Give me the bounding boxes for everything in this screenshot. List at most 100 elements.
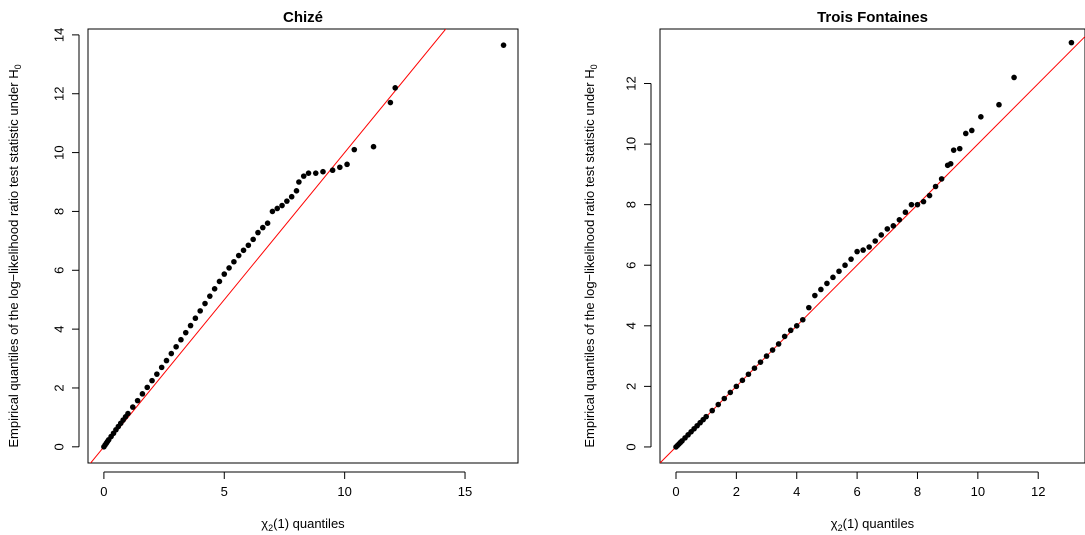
- data-point: [226, 265, 232, 271]
- x-tick-label: 10: [337, 484, 351, 499]
- data-point: [216, 278, 223, 285]
- y-tick-label: 2: [623, 383, 638, 390]
- data-point: [996, 101, 1002, 108]
- data-point: [709, 407, 716, 414]
- data-point: [854, 248, 860, 255]
- data-point: [787, 327, 794, 334]
- x-axis-label-subscript: 2: [838, 523, 843, 533]
- y-tick-label: 4: [51, 326, 66, 333]
- data-point: [192, 315, 199, 322]
- y-tick-label: 12: [51, 86, 66, 100]
- data-point: [168, 350, 175, 357]
- x-tick-label: 8: [914, 484, 921, 499]
- data-point: [370, 143, 377, 150]
- y-tick-label: 14: [51, 28, 66, 42]
- data-point: [872, 238, 879, 244]
- plot-frame: [659, 28, 1085, 464]
- x-tick-label: 0: [672, 484, 679, 499]
- x-tick-label: 12: [1031, 484, 1045, 499]
- y-axis-label: Empirical quantiles of the log−likelihoo…: [6, 64, 23, 447]
- data-point: [344, 161, 350, 168]
- data-point: [392, 85, 399, 91]
- y-tick-label: 0: [623, 443, 638, 450]
- x-tick-label: 5: [221, 484, 228, 499]
- data-point: [896, 217, 903, 223]
- data-point: [293, 188, 300, 194]
- data-point: [129, 404, 136, 410]
- data-point: [812, 292, 818, 299]
- data-point: [1011, 74, 1017, 81]
- data-point: [947, 160, 954, 167]
- x-tick-label: 2: [733, 484, 740, 499]
- x-tick-label: 6: [853, 484, 860, 499]
- data-point: [221, 271, 228, 277]
- data-point: [154, 371, 160, 377]
- data-point: [296, 179, 302, 185]
- x-axis-label: χ2(1) quantiles: [831, 516, 915, 533]
- data-point: [733, 383, 740, 390]
- data-point: [878, 232, 885, 238]
- data-point: [727, 389, 734, 396]
- data-point: [739, 377, 746, 384]
- reference-line: [90, 29, 447, 463]
- data-point: [781, 333, 788, 340]
- data-point: [250, 236, 256, 243]
- data-point: [149, 377, 155, 384]
- data-point: [956, 145, 963, 152]
- data-point: [329, 167, 336, 174]
- data-point: [288, 193, 295, 200]
- data-point: [240, 247, 247, 254]
- data-point: [231, 258, 237, 265]
- data-point: [202, 300, 208, 307]
- data-point: [144, 384, 151, 391]
- data-point: [715, 401, 722, 408]
- data-point: [259, 224, 266, 231]
- data-point: [500, 42, 507, 48]
- plot-frame: [87, 28, 519, 464]
- chart-title: Trois Fontaines: [817, 9, 928, 26]
- data-point: [902, 209, 909, 216]
- data-point: [860, 247, 866, 253]
- data-point: [139, 391, 146, 397]
- data-point: [274, 205, 281, 212]
- data-point: [769, 347, 776, 353]
- data-point: [950, 147, 957, 153]
- y-tick-label: 6: [623, 262, 638, 269]
- data-point: [245, 242, 252, 249]
- data-point: [284, 198, 290, 204]
- y-tick-label: 12: [623, 76, 638, 90]
- data-point: [969, 127, 975, 134]
- x-axis-label: χ2(1) quantiles: [261, 516, 345, 533]
- data-point: [938, 176, 945, 182]
- data-point: [932, 183, 939, 190]
- data-point: [818, 286, 824, 293]
- data-point: [751, 365, 758, 372]
- data-point: [197, 308, 203, 314]
- data-point: [235, 252, 242, 259]
- data-point: [848, 256, 854, 262]
- data-point: [279, 202, 285, 209]
- data-point: [269, 208, 276, 215]
- data-point: [351, 146, 358, 153]
- y-tick-label: 8: [51, 208, 66, 215]
- y-axis-label-subscript: 0: [589, 64, 599, 69]
- data-point: [866, 244, 872, 250]
- data-point: [337, 164, 343, 171]
- data-point: [312, 170, 319, 176]
- y-tick-label: 4: [623, 322, 638, 329]
- data-point: [721, 395, 728, 402]
- data-point: [914, 201, 921, 208]
- x-tick-label: 0: [100, 484, 107, 499]
- data-point: [264, 220, 271, 226]
- y-axis-label: Empirical quantiles of the log−likelihoo…: [582, 64, 599, 447]
- data-point: [908, 201, 915, 208]
- data-point: [178, 336, 184, 343]
- data-point: [884, 226, 891, 232]
- data-point: [824, 280, 830, 287]
- data-point: [830, 274, 836, 281]
- data-point: [173, 343, 179, 350]
- data-point: [211, 286, 218, 292]
